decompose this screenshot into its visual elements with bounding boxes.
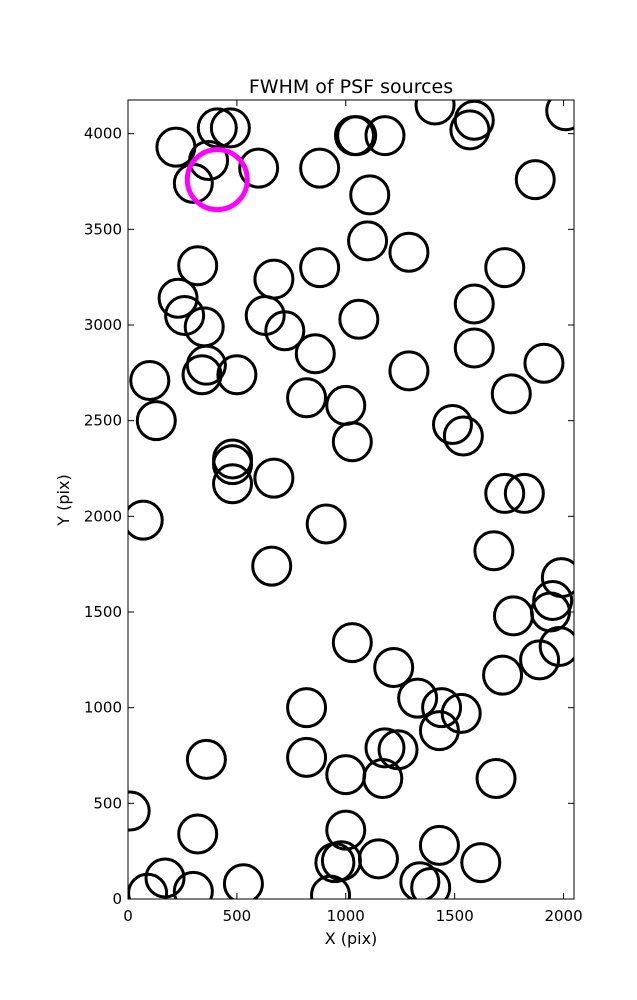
source-marker (503, 472, 545, 514)
source-marker (331, 622, 373, 664)
y-tick-label: 500 (93, 794, 122, 812)
source-marker (253, 457, 295, 499)
source-marker (222, 863, 264, 899)
source-marker (185, 738, 227, 780)
source-marker (440, 692, 482, 734)
x-tick-label: 1500 (436, 907, 474, 925)
source-marker (410, 867, 452, 899)
x-tick-label: 500 (223, 907, 252, 925)
plot-area (127, 99, 575, 900)
source-marker (299, 247, 341, 289)
source-marker (364, 115, 406, 157)
source-marker (523, 342, 565, 384)
source-marker (453, 100, 495, 141)
source-marker (286, 736, 328, 778)
chart-title: FWHM of PSF sources (249, 76, 453, 98)
source-marker (418, 710, 460, 752)
source-marker (212, 463, 254, 505)
source-marker (431, 403, 473, 445)
source-marker (364, 727, 406, 769)
source-marker (482, 654, 524, 696)
source-marker (492, 595, 534, 637)
source-marker (310, 874, 352, 899)
x-axis-title: X (pix) (325, 929, 378, 948)
source-marker (128, 790, 151, 832)
source-marker (212, 444, 254, 486)
source-marker (196, 107, 238, 149)
source-marker (349, 174, 391, 216)
source-marker (157, 277, 199, 319)
source-marker (209, 107, 251, 149)
highlight-marker (184, 147, 250, 213)
source-marker (331, 421, 373, 463)
x-tick-label: 1000 (327, 907, 365, 925)
source-marker (414, 100, 456, 126)
source-marker (388, 231, 430, 273)
source-marker (338, 298, 380, 340)
y-axis: 0 500 1000 1500 2000 2500 3000 3500 4000 (84, 125, 574, 908)
source-marker (177, 813, 219, 855)
source-marker (129, 359, 171, 401)
source-marker (519, 639, 561, 681)
source-marker (514, 159, 556, 201)
source-marker (453, 283, 495, 325)
x-axis: 0 500 1000 1500 2000 (123, 100, 583, 925)
plot-frame (127, 99, 575, 900)
source-marker (373, 646, 415, 688)
source-marker (177, 245, 219, 287)
source-marker (336, 115, 378, 157)
y-tick-label: 2500 (84, 412, 122, 430)
source-marker (388, 350, 430, 392)
source-marker (238, 147, 280, 189)
source-marker (188, 139, 230, 181)
source-marker (135, 400, 177, 442)
source-marker (453, 327, 495, 369)
source-marker (484, 247, 526, 289)
x-tick-label: 2000 (544, 907, 582, 925)
y-tick-label: 1500 (84, 603, 122, 621)
y-tick-label: 1000 (84, 699, 122, 717)
source-marker (545, 100, 574, 132)
y-tick-label: 4000 (84, 125, 122, 143)
source-marker (185, 344, 227, 386)
source-marker (397, 677, 439, 719)
source-marker (442, 415, 484, 457)
source-marker (286, 377, 328, 419)
source-marker (473, 530, 515, 572)
source-marker (294, 333, 336, 375)
source-marker (421, 687, 463, 729)
source-marker (325, 809, 367, 851)
source-marker (164, 294, 206, 336)
source-marker (299, 147, 341, 189)
source-marker (128, 499, 164, 541)
source-marker (181, 354, 223, 396)
source-marker (347, 220, 389, 262)
source-marker (128, 872, 169, 899)
source-marker (305, 503, 347, 545)
x-tick-label: 0 (123, 907, 133, 925)
source-marker (475, 757, 517, 799)
source-marker (264, 310, 306, 352)
source-marker (286, 687, 328, 729)
y-tick-label: 3500 (84, 220, 122, 238)
source-marker (490, 373, 532, 415)
source-marker (460, 842, 502, 884)
y-tick-label: 0 (112, 890, 122, 908)
source-marker (362, 757, 404, 799)
source-marker (484, 472, 526, 514)
y-tick-label: 2000 (84, 507, 122, 525)
source-marker (251, 545, 293, 587)
y-tick-label: 3000 (84, 316, 122, 334)
source-marker (418, 824, 460, 866)
source-marker (449, 109, 491, 151)
markers-layer (128, 100, 574, 899)
source-marker (172, 870, 214, 899)
source-marker (399, 861, 441, 899)
source-marker (216, 354, 258, 396)
y-axis-title: Y (pix) (54, 474, 73, 526)
